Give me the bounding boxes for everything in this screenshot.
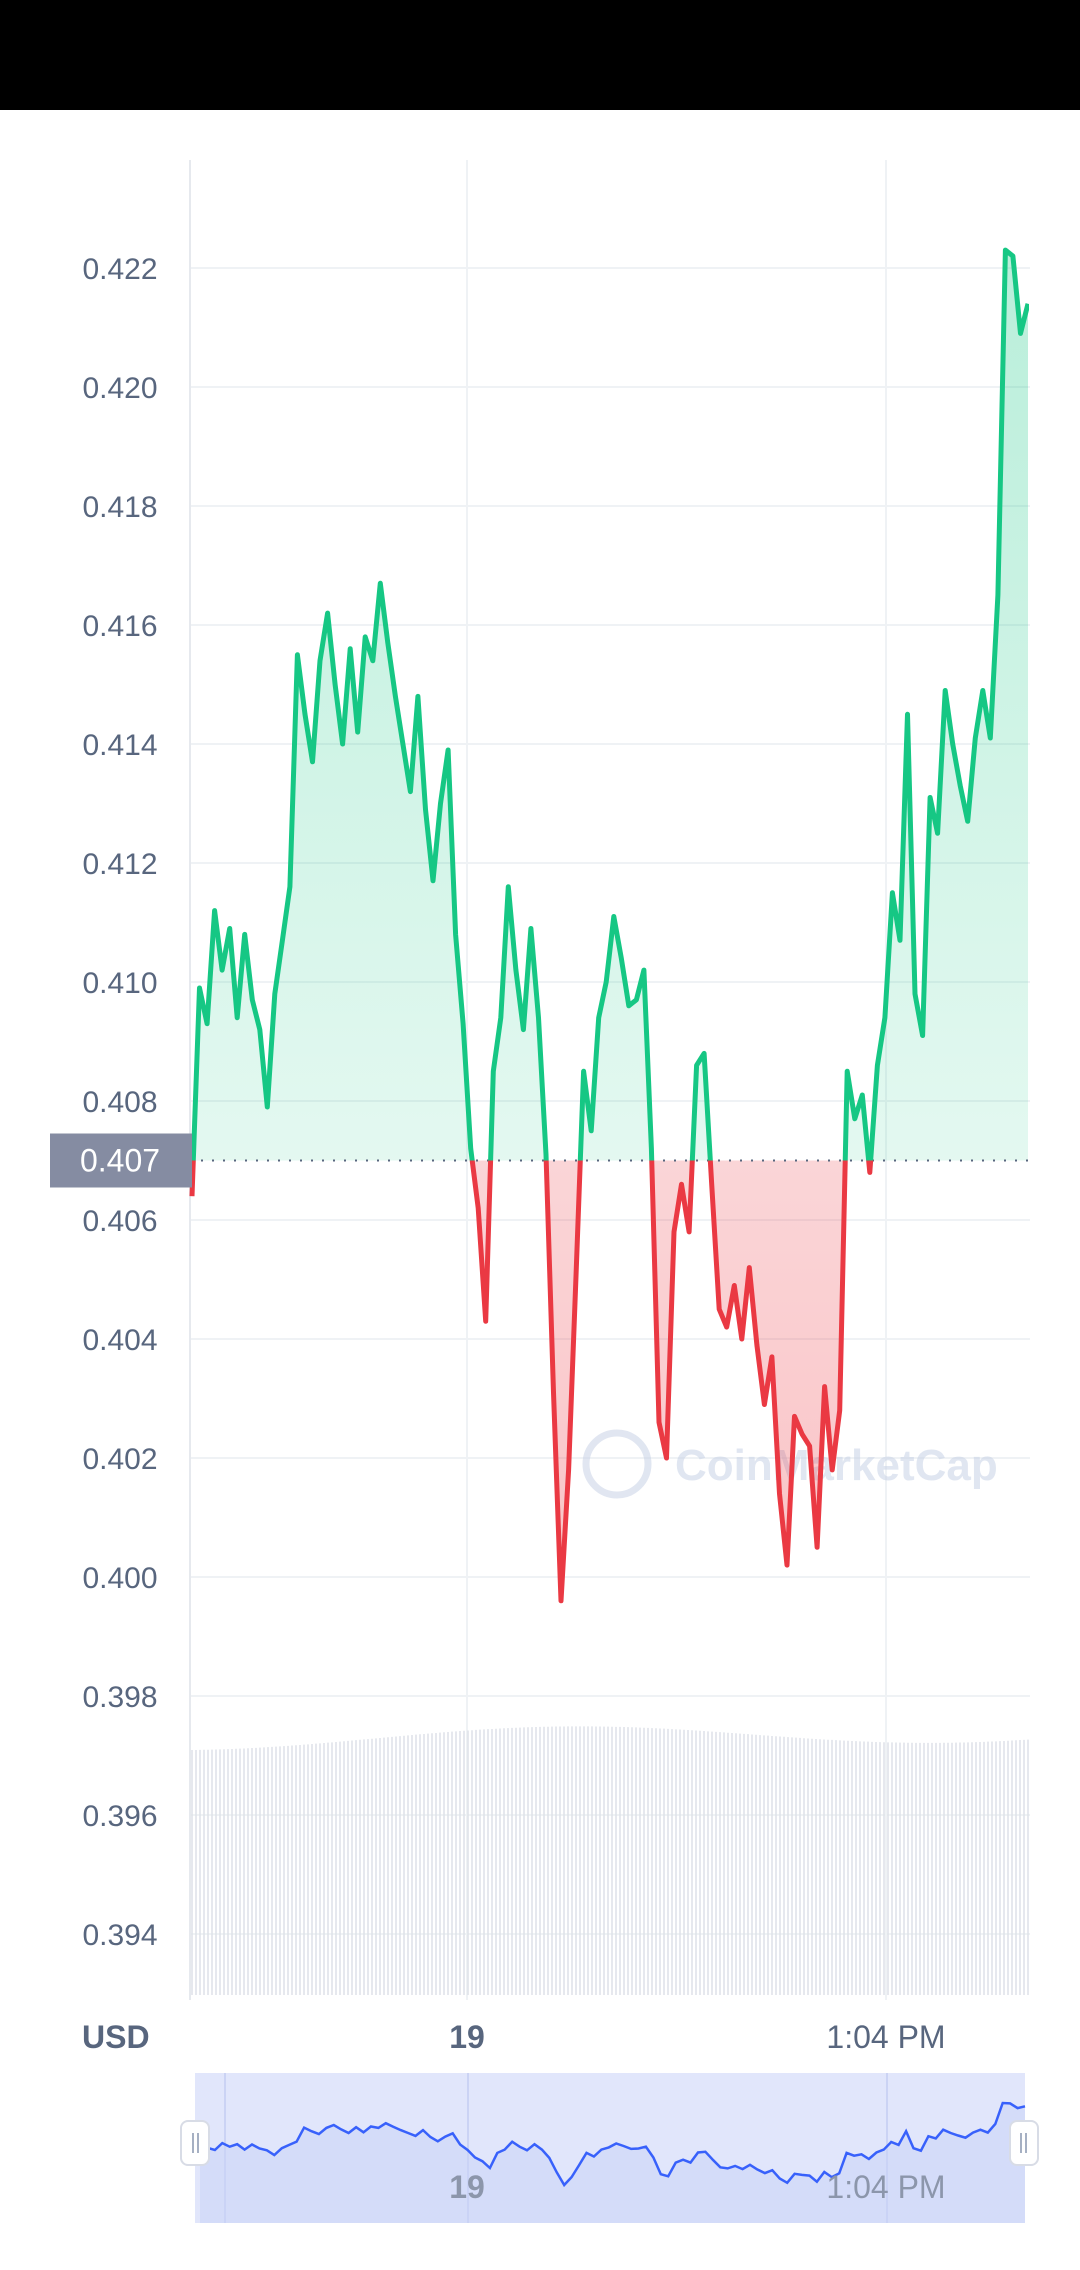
navigator-labels: 19 1:04 PM	[449, 2169, 945, 2205]
y-axis-labels: 0.422 0.420 0.418 0.416 0.414 0.412 0.410 0.408…	[82, 253, 157, 1952]
x-axis-labels: 19 1:04 PM	[449, 2019, 945, 2055]
y-tick-label: 0.400	[82, 1562, 157, 1595]
price-line-up	[190, 247, 1029, 1161]
y-tick-label: 0.394	[82, 1919, 157, 1952]
navigator-left-handle[interactable]	[180, 2120, 210, 2166]
currency-label: USD	[82, 2019, 150, 2055]
y-tick-label: 0.412	[82, 848, 157, 881]
reference-badge: 0.407	[50, 1133, 192, 1188]
y-tick-label: 0.404	[82, 1324, 157, 1357]
y-tick-label: 0.402	[82, 1443, 157, 1476]
navigator-right-handle[interactable]	[1009, 2120, 1039, 2166]
status-bar	[0, 0, 1080, 110]
price-lines	[189, 247, 1029, 1604]
y-tick-label: 0.416	[82, 610, 157, 643]
y-tick-label: 0.422	[82, 253, 157, 286]
y-tick-label: 0.406	[82, 1205, 157, 1238]
navigator-series	[198, 2101, 1026, 2223]
navigator-tick-label: 1:04 PM	[826, 2169, 945, 2205]
reference-badge-label: 0.407	[80, 1143, 160, 1179]
y-tick-label: 0.414	[82, 729, 157, 762]
area-above-reference	[192, 250, 1028, 1161]
y-tick-label: 0.420	[82, 372, 157, 405]
x-tick-label: 19	[449, 2019, 485, 2055]
y-tick-label: 0.398	[82, 1681, 157, 1714]
y-tick-label: 0.396	[82, 1800, 157, 1833]
y-tick-label: 0.408	[82, 1086, 157, 1119]
reference-badge-bg	[50, 1133, 192, 1188]
y-tick-label: 0.418	[82, 491, 157, 524]
navigator-line	[198, 2101, 1026, 2188]
volume-bars	[191, 1726, 1029, 1995]
y-tick-label: 0.410	[82, 967, 157, 1000]
x-tick-label: 1:04 PM	[826, 2019, 945, 2055]
watermark-logo-icon	[582, 1429, 652, 1499]
range-navigator[interactable]: 19 1:04 PM	[180, 2073, 1039, 2223]
navigator-tick-label: 19	[449, 2169, 485, 2205]
